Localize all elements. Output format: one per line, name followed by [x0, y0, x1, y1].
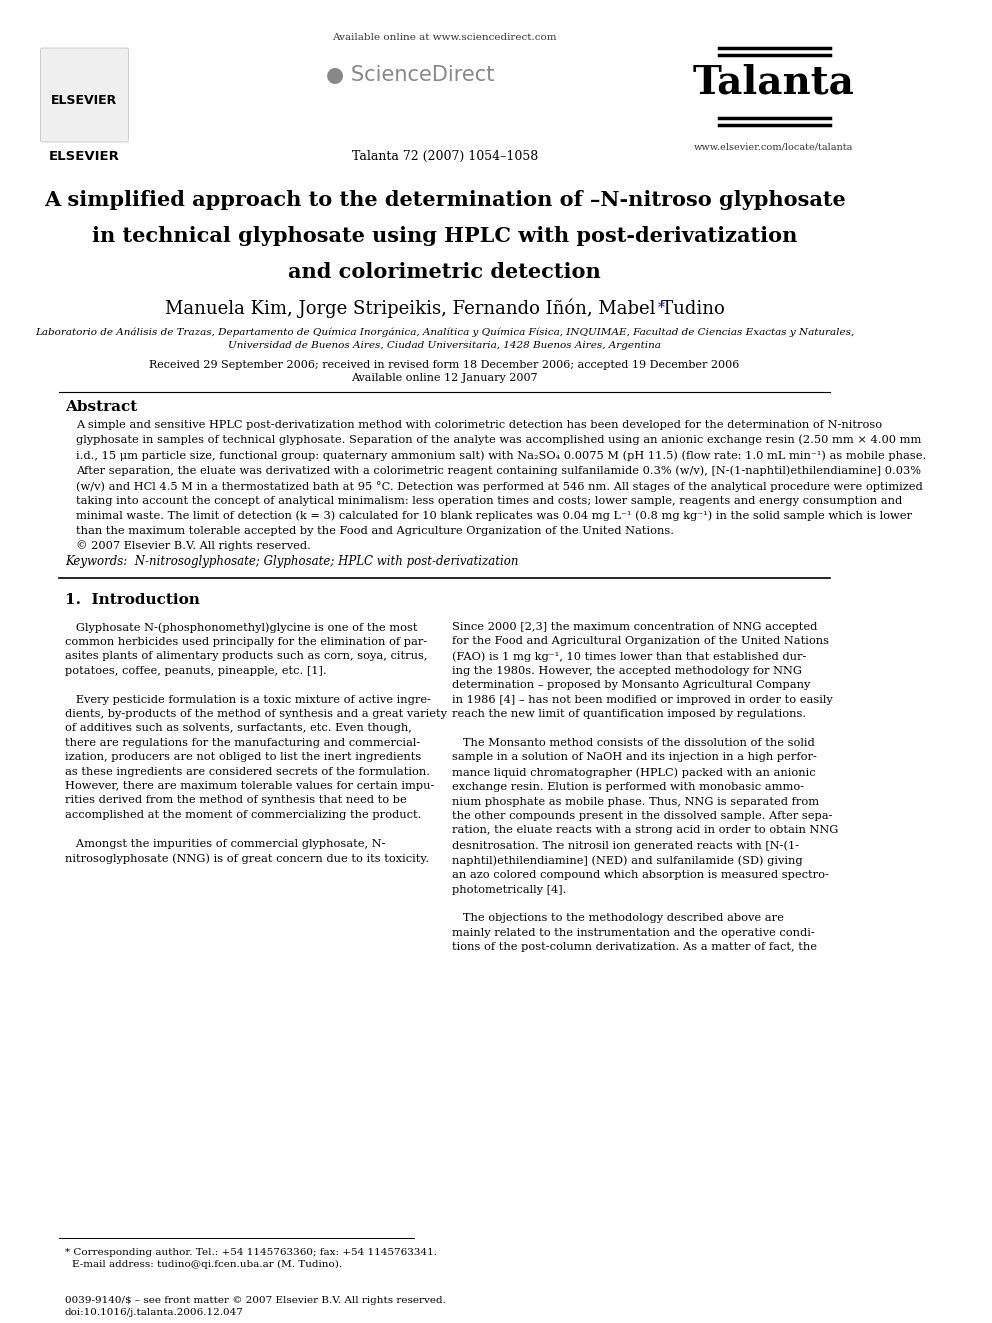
Text: * Corresponding author. Tel.: +54 1145763360; fax: +54 1145763341.: * Corresponding author. Tel.: +54 114576…	[64, 1248, 436, 1257]
Text: Keywords:  N-nitrosoglyphosate; Glyphosate; HPLC with post-derivatization: Keywords: N-nitrosoglyphosate; Glyphosat…	[64, 556, 519, 569]
Text: Abstract: Abstract	[64, 400, 137, 414]
Text: and colorimetric detection: and colorimetric detection	[289, 262, 601, 282]
Text: Universidad de Buenos Aires, Ciudad Universitaria, 1428 Buenos Aires, Argentina: Universidad de Buenos Aires, Ciudad Univ…	[228, 340, 661, 349]
Text: Manuela Kim, Jorge Stripeikis, Fernando Iñón, Mabel Tudino: Manuela Kim, Jorge Stripeikis, Fernando …	[165, 298, 724, 318]
Text: ELSEVIER: ELSEVIER	[52, 94, 117, 106]
Text: Glyphosate N-(phosphonomethyl)glycine is one of the most
common herbicides used : Glyphosate N-(phosphonomethyl)glycine is…	[64, 622, 447, 864]
Text: Talanta: Talanta	[692, 64, 854, 101]
Text: E-mail address: tudino@qi.fcen.uba.ar (M. Tudino).: E-mail address: tudino@qi.fcen.uba.ar (M…	[71, 1259, 342, 1269]
Text: Laboratorio de Análisis de Trazas, Departamento de Química Inorgánica, Analítica: Laboratorio de Análisis de Trazas, Depar…	[35, 327, 854, 337]
Text: A simple and sensitive HPLC post-derivatization method with colorimetric detecti: A simple and sensitive HPLC post-derivat…	[76, 419, 927, 552]
Text: Talanta 72 (2007) 1054–1058: Talanta 72 (2007) 1054–1058	[351, 149, 538, 163]
Text: doi:10.1016/j.talanta.2006.12.047: doi:10.1016/j.talanta.2006.12.047	[64, 1308, 244, 1316]
Text: 0039-9140/$ – see front matter © 2007 Elsevier B.V. All rights reserved.: 0039-9140/$ – see front matter © 2007 El…	[64, 1297, 445, 1304]
Text: Available online at www.sciencedirect.com: Available online at www.sciencedirect.co…	[332, 33, 557, 42]
Text: ELSEVIER: ELSEVIER	[49, 149, 120, 163]
Text: in technical glyphosate using HPLC with post-derivatization: in technical glyphosate using HPLC with …	[92, 226, 798, 246]
Text: 1.  Introduction: 1. Introduction	[64, 593, 199, 607]
Text: Available online 12 January 2007: Available online 12 January 2007	[351, 373, 538, 382]
Text: www.elsevier.com/locate/talanta: www.elsevier.com/locate/talanta	[693, 143, 853, 152]
Text: Received 29 September 2006; received in revised form 18 December 2006; accepted : Received 29 September 2006; received in …	[150, 360, 740, 370]
Text: Since 2000 [2,3] the maximum concentration of NNG accepted
for the Food and Agri: Since 2000 [2,3] the maximum concentrati…	[452, 622, 838, 953]
Text: *: *	[658, 302, 665, 315]
Text: ● ScienceDirect: ● ScienceDirect	[325, 65, 494, 85]
FancyBboxPatch shape	[41, 48, 128, 142]
Text: A simplified approach to the determination of –⁠​N-nitroso glyphosate: A simplified approach to the determinati…	[44, 191, 845, 210]
